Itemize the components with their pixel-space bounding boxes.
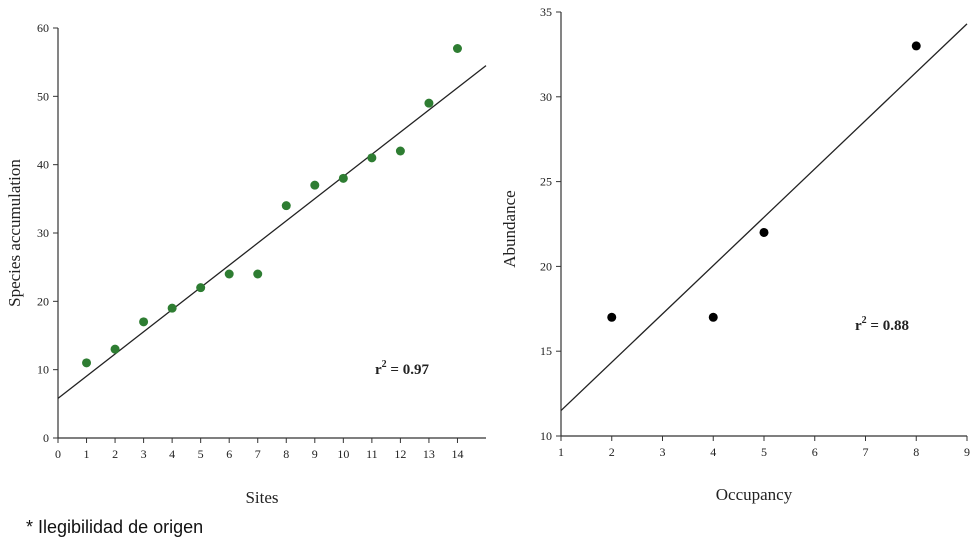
left-data-point (338, 173, 348, 183)
right-data-point (759, 227, 769, 237)
left-y-tick-label: 40 (37, 158, 49, 172)
left-y-tick-label: 60 (37, 21, 49, 35)
left-trendline (57, 65, 487, 399)
left-x-tick-label: 6 (226, 447, 232, 461)
left-data-point (224, 269, 234, 279)
right-x-tick-label: 3 (660, 445, 666, 459)
left-data-point (196, 283, 206, 293)
left-y-tick-label: 0 (43, 431, 49, 445)
left-x-tick-label: 8 (283, 447, 289, 461)
left-data-point (281, 201, 291, 211)
left-x-tick-label: 0 (55, 447, 61, 461)
left-data-point (167, 303, 177, 313)
right-r-squared-annotation: r2 = 0.88 (855, 315, 909, 334)
left-x-tick-label: 11 (366, 447, 378, 461)
right-x-tick-label: 2 (609, 445, 615, 459)
left-x-tick-label: 9 (312, 447, 318, 461)
left-y-axis-title: Species accumulation (5, 159, 24, 307)
right-y-tick-label: 20 (540, 259, 552, 273)
left-x-tick-label: 12 (394, 447, 406, 461)
right-y-tick-label: 30 (540, 90, 552, 104)
right-trendline (560, 23, 968, 412)
left-data-point (310, 180, 320, 190)
left-r-squared-annotation: r2 = 0.97 (375, 359, 429, 378)
right-x-tick-label: 8 (913, 445, 919, 459)
left-data-point (395, 146, 405, 156)
right-x-tick-label: 9 (964, 445, 970, 459)
right-y-tick-label: 35 (540, 5, 552, 19)
left-data-point (424, 98, 434, 108)
left-y-tick-label: 30 (37, 226, 49, 240)
right-y-tick-label: 10 (540, 429, 552, 443)
left-x-tick-label: 10 (337, 447, 349, 461)
right-x-axis-title: Occupancy (716, 485, 793, 504)
right-y-axis-title: Abundance (500, 190, 519, 267)
left-x-axis-title: Sites (245, 488, 278, 507)
left-data-point (110, 344, 120, 354)
left-data-point (139, 317, 149, 327)
left-x-tick-label: 2 (112, 447, 118, 461)
left-y-tick-label: 10 (37, 363, 49, 377)
left-y-tick-label: 20 (37, 294, 49, 308)
left-data-point (452, 44, 462, 53)
right-x-tick-label: 6 (812, 445, 818, 459)
chart-species-accumulation: 0 1 2 3 4 5 6 7 8 9 10 11 12 13 140102030405060SitesSp… (5, 21, 487, 507)
right-y-tick-label: 15 (540, 344, 552, 358)
left-x-tick-label: 13 (423, 447, 435, 461)
left-x-tick-label: 1 (84, 447, 90, 461)
chart-abundance-occupancy: 1 2 3 4 5 6 7 8 9 10 15 20 25 30 35 Occupancy Abundance r… (500, 5, 970, 504)
left-x-tick-label: 5 (198, 447, 204, 461)
left-data-point (82, 358, 92, 368)
right-data-point (607, 312, 617, 322)
right-data-point (911, 41, 921, 51)
left-x-tick-label: 4 (169, 447, 175, 461)
left-data-point (367, 153, 377, 163)
footnote: * Ilegibilidad de origen (26, 517, 204, 537)
right-y-tick-label: 25 (540, 175, 552, 189)
left-data-point (253, 269, 263, 279)
left-x-tick-label: 14 (451, 447, 463, 461)
left-x-tick-label: 7 (255, 447, 261, 461)
left-x-tick-label: 3 (141, 447, 147, 461)
right-data-point (708, 312, 718, 322)
right-x-tick-label: 7 (863, 445, 869, 459)
right-x-tick-label: 4 (710, 445, 716, 459)
left-y-tick-label: 50 (37, 89, 49, 103)
right-x-tick-label: 1 (558, 445, 564, 459)
right-x-tick-label: 5 (761, 445, 767, 459)
